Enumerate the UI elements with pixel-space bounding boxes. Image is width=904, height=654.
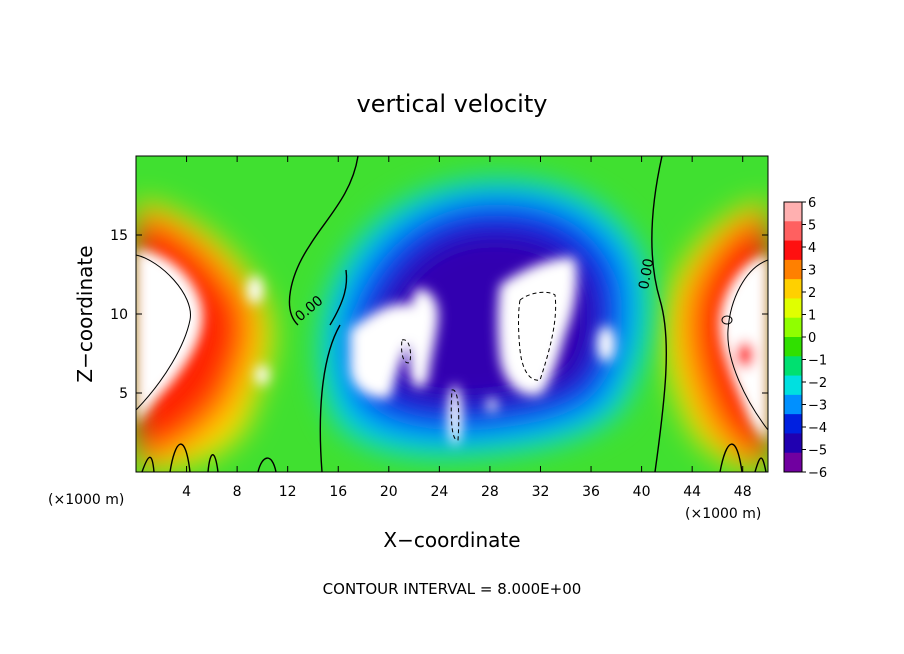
colorbar-swatch [784, 240, 802, 261]
colorbar-tick-label: −2 [808, 376, 827, 391]
colorbar-swatch [784, 394, 802, 415]
right-core [719, 255, 768, 442]
colorbar-swatch [784, 279, 802, 299]
x-tick-label: 20 [380, 484, 398, 500]
x-tick-label: 8 [233, 484, 242, 500]
colorbar-swatch [784, 259, 802, 280]
colorbar-swatch [784, 337, 802, 357]
colorbar-tick-label: 3 [808, 264, 816, 279]
colorbar-swatch [784, 317, 802, 338]
y-tick-label: 15 [110, 228, 128, 244]
colorbar-swatch [784, 221, 802, 242]
x-tick-label: 32 [532, 484, 550, 500]
x-tick-label: 24 [430, 484, 448, 500]
colorbar-tick-label: −1 [808, 354, 827, 369]
x-tick-label: 48 [734, 484, 752, 500]
colorbar-swatch [784, 356, 802, 377]
colorbar-swatch [784, 375, 802, 396]
y-tick-label: 10 [110, 307, 128, 323]
x-tick-label: 28 [481, 484, 499, 500]
colorbar-tick-label: 5 [808, 219, 816, 234]
x-tick-label: 12 [279, 484, 297, 500]
x-axis-label: X−coordinate [383, 528, 520, 552]
colorbar-tick-label: 4 [808, 241, 816, 256]
colorbar-swatch [784, 414, 802, 434]
y-axis-label: Z−coordinate [73, 245, 97, 382]
zero-contours [141, 156, 767, 472]
left-core [136, 250, 269, 425]
colorbar-swatch [784, 433, 802, 454]
x-tick-label: 44 [683, 484, 701, 500]
contour-interval-note: CONTOUR INTERVAL = 8.000E+00 [323, 580, 582, 598]
colorbar-tick-label: 2 [808, 286, 816, 301]
colorbar-tick-label: −3 [808, 399, 827, 414]
x-tick-label: 40 [633, 484, 651, 500]
colorbar-swatch [784, 452, 802, 473]
x-unit-right: (×1000 m) [685, 506, 761, 522]
plot-area [136, 156, 768, 472]
colorbar-tick-label: 1 [808, 309, 816, 324]
colorbar-tick-label: 0 [808, 331, 816, 346]
colorbar-tick-label: −6 [808, 466, 827, 481]
x-unit-left: (×1000 m) [48, 492, 124, 508]
colorbar-tick-label: −4 [808, 421, 827, 436]
colorbar-swatch [784, 202, 802, 222]
colorbar-swatch [784, 298, 802, 319]
x-tick-label: 36 [582, 484, 600, 500]
x-tick-label: 16 [329, 484, 347, 500]
y-tick-label: 5 [119, 386, 128, 402]
contour-label: 0.00 [636, 257, 657, 290]
x-tick-label: 4 [182, 484, 191, 500]
colorbar-tick-label: −5 [808, 444, 827, 459]
solid-inner-contours [136, 254, 768, 431]
central-core [350, 257, 615, 445]
chart-title: vertical velocity [357, 90, 548, 118]
colorbar: 6 5 4 3 2 1 0 −1 −2 −3 −4 −5 −6 [783, 196, 827, 481]
x-axis: 4 8 12 16 20 24 28 32 36 40 44 48 [182, 156, 752, 500]
dashed-contours [401, 291, 557, 441]
y-axis: 5 10 15 [110, 228, 768, 402]
colorbar-tick-label: 6 [808, 196, 816, 211]
